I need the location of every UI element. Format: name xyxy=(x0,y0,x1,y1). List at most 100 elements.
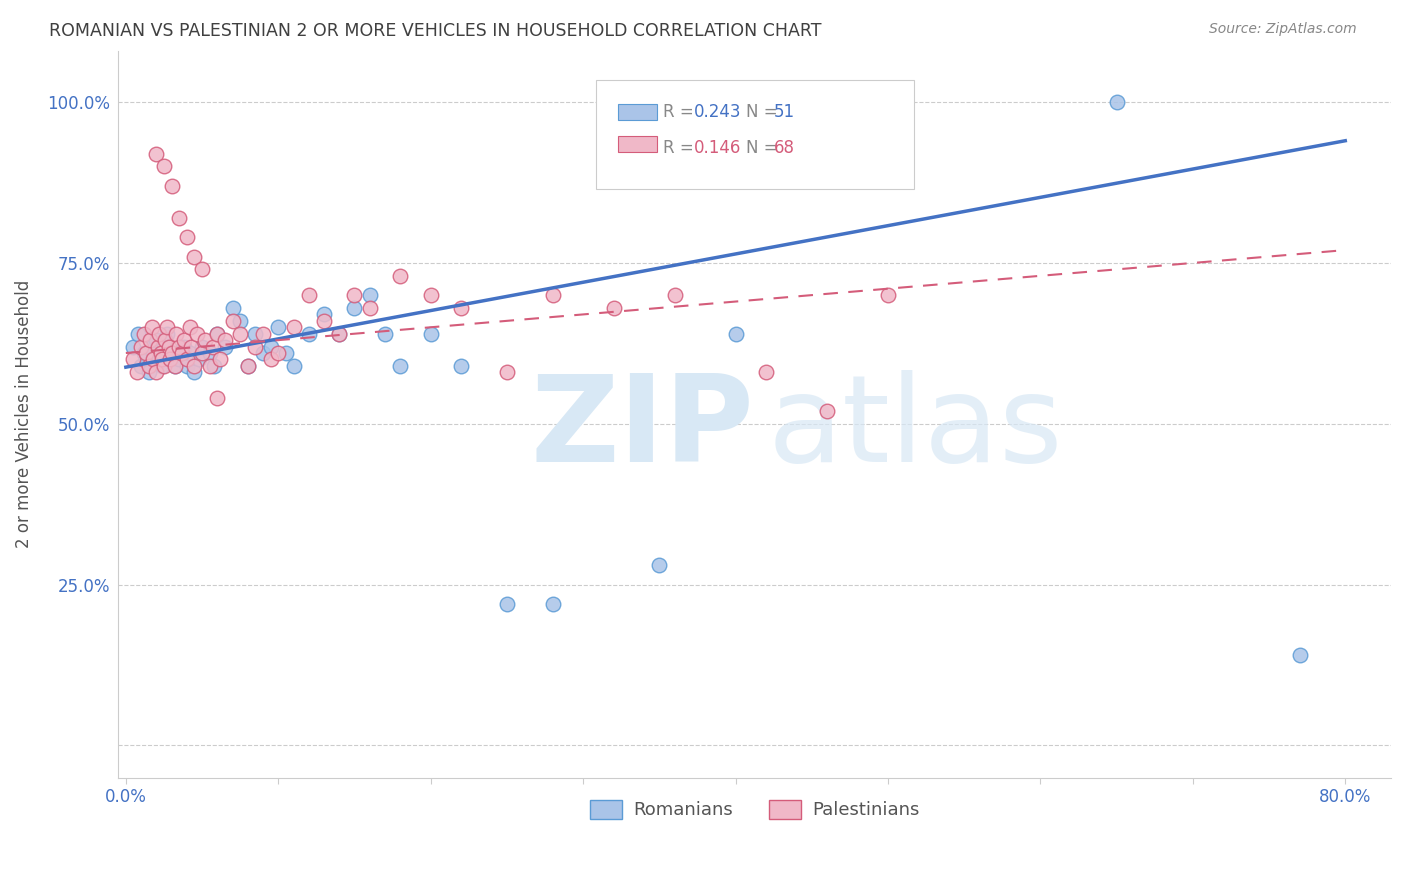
Point xyxy=(186,326,208,341)
Point xyxy=(207,391,229,405)
Point xyxy=(122,352,145,367)
Point xyxy=(648,558,671,573)
Point xyxy=(148,326,170,341)
Point xyxy=(165,326,187,341)
Point xyxy=(142,352,165,367)
Point xyxy=(214,333,236,347)
Point xyxy=(389,359,412,373)
Point xyxy=(664,288,686,302)
Point xyxy=(1105,95,1128,110)
Point xyxy=(139,333,162,347)
Point xyxy=(155,333,177,347)
Point xyxy=(201,340,224,354)
Point xyxy=(343,288,366,302)
Point xyxy=(1288,648,1310,663)
Text: Source: ZipAtlas.com: Source: ZipAtlas.com xyxy=(1209,22,1357,37)
Point xyxy=(152,352,174,367)
Point xyxy=(172,346,194,360)
Point xyxy=(191,262,214,277)
Point xyxy=(183,250,205,264)
Point xyxy=(419,326,441,341)
Text: N =: N = xyxy=(745,139,783,157)
FancyBboxPatch shape xyxy=(596,79,914,189)
Point xyxy=(267,346,290,360)
Point xyxy=(176,352,198,367)
Point xyxy=(134,326,156,341)
Point xyxy=(198,359,221,373)
Text: 68: 68 xyxy=(773,139,794,157)
Point xyxy=(259,340,281,354)
Point xyxy=(160,346,183,360)
Point xyxy=(134,346,156,360)
Point xyxy=(191,346,214,360)
Point xyxy=(419,288,441,302)
Point xyxy=(156,320,179,334)
Point xyxy=(179,346,201,360)
Point xyxy=(202,359,225,373)
Point xyxy=(194,333,217,347)
Point xyxy=(135,352,157,367)
Point xyxy=(122,340,145,354)
Text: ZIP: ZIP xyxy=(531,370,755,487)
Point xyxy=(167,340,190,354)
Point xyxy=(374,326,396,341)
Point xyxy=(176,230,198,244)
Point xyxy=(145,333,167,347)
Point xyxy=(138,359,160,373)
Point xyxy=(283,359,305,373)
Point xyxy=(129,340,152,354)
Point xyxy=(153,160,176,174)
Point xyxy=(877,288,900,302)
Text: ROMANIAN VS PALESTINIAN 2 OR MORE VEHICLES IN HOUSEHOLD CORRELATION CHART: ROMANIAN VS PALESTINIAN 2 OR MORE VEHICL… xyxy=(49,22,821,40)
Point xyxy=(602,301,624,315)
Point xyxy=(229,326,252,341)
Point xyxy=(252,326,274,341)
FancyBboxPatch shape xyxy=(619,103,657,120)
Point xyxy=(541,597,564,611)
Point xyxy=(496,597,519,611)
Point xyxy=(152,359,174,373)
Point xyxy=(389,268,412,283)
Text: atlas: atlas xyxy=(768,370,1063,487)
Point xyxy=(188,352,211,367)
Point xyxy=(129,359,152,373)
Y-axis label: 2 or more Vehicles in Household: 2 or more Vehicles in Household xyxy=(15,280,32,549)
Point xyxy=(252,346,274,360)
Point xyxy=(141,340,163,354)
Point xyxy=(153,340,176,354)
Point xyxy=(180,340,202,354)
Point xyxy=(145,365,167,379)
Point xyxy=(221,301,243,315)
Point xyxy=(159,352,181,367)
Point xyxy=(298,288,321,302)
Point xyxy=(176,359,198,373)
Point xyxy=(283,320,305,334)
Point xyxy=(198,346,221,360)
Point xyxy=(245,340,267,354)
Point xyxy=(450,301,472,315)
Point xyxy=(359,288,381,302)
Point xyxy=(183,365,205,379)
Point xyxy=(328,326,350,341)
Text: R =: R = xyxy=(664,103,699,121)
Point xyxy=(207,326,229,341)
Point xyxy=(724,326,747,341)
Point xyxy=(229,314,252,328)
Point xyxy=(153,359,176,373)
Text: R =: R = xyxy=(664,139,699,157)
Point xyxy=(343,301,366,315)
Point xyxy=(450,359,472,373)
Point xyxy=(191,340,214,354)
Point xyxy=(236,359,259,373)
Point xyxy=(183,359,205,373)
FancyBboxPatch shape xyxy=(619,136,657,153)
Point xyxy=(496,365,519,379)
Point xyxy=(209,352,232,367)
Point xyxy=(167,352,190,367)
Point xyxy=(163,359,186,373)
Point xyxy=(755,365,778,379)
Point xyxy=(541,288,564,302)
Point xyxy=(221,314,243,328)
Point xyxy=(145,146,167,161)
Point xyxy=(245,326,267,341)
